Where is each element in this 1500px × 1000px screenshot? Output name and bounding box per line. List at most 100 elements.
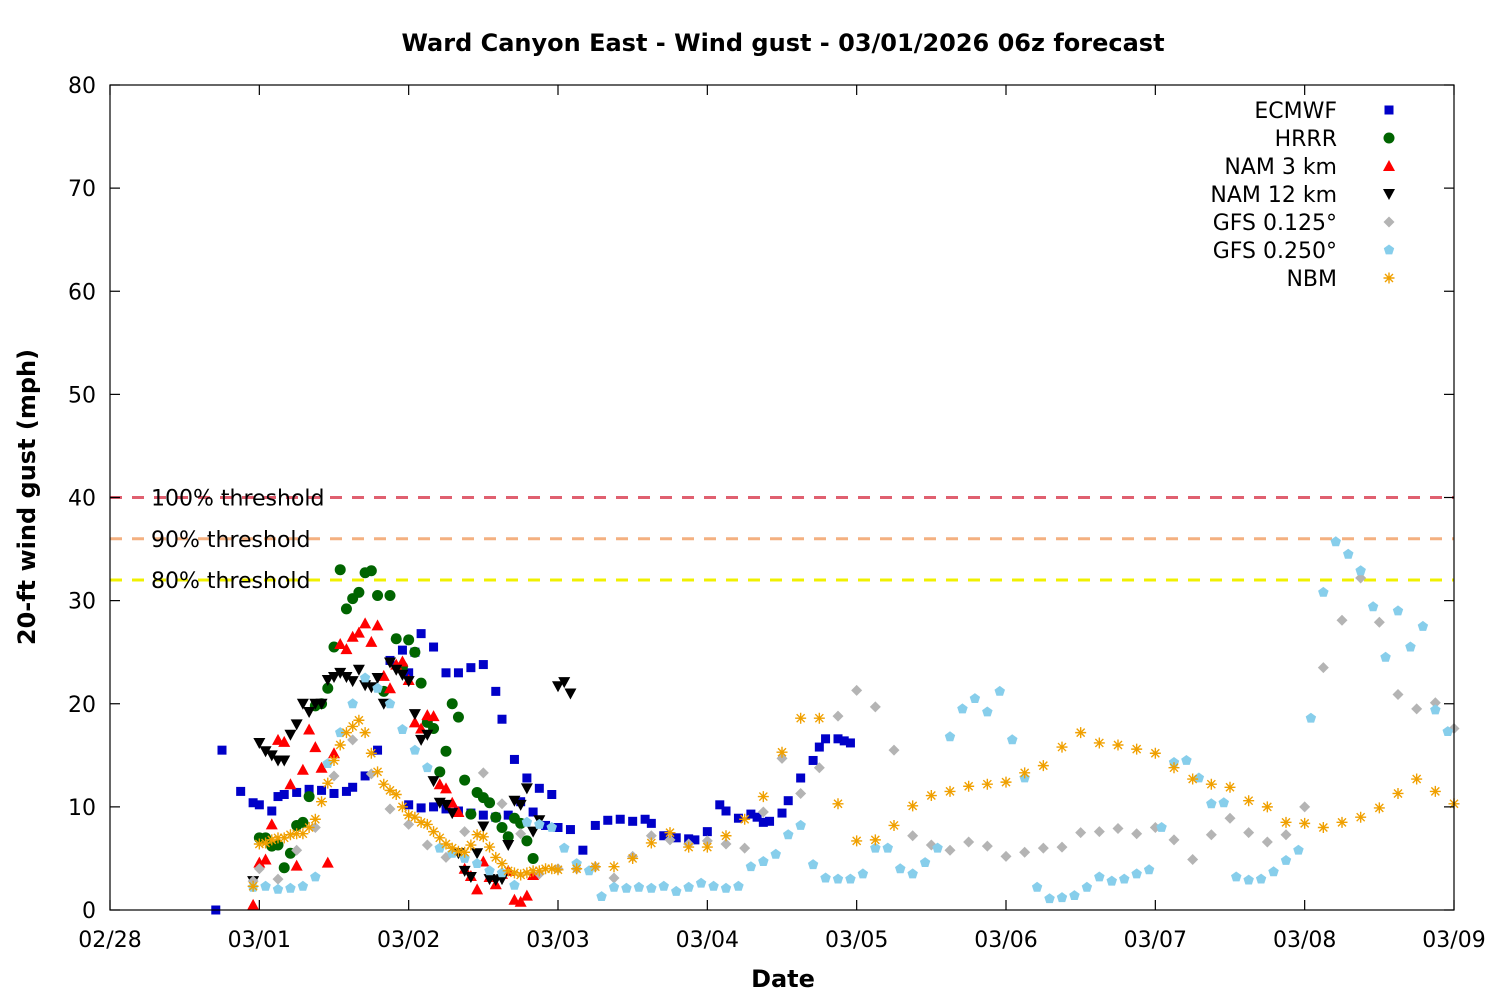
legend-label: NAM 12 km bbox=[1210, 183, 1337, 208]
y-tick-label: 30 bbox=[68, 590, 96, 615]
data-point bbox=[813, 762, 825, 774]
data-point bbox=[1318, 586, 1329, 597]
data-point bbox=[558, 677, 571, 689]
data-point bbox=[1218, 797, 1229, 808]
data-point bbox=[490, 811, 502, 823]
data-point bbox=[427, 776, 440, 788]
data-point bbox=[1336, 614, 1348, 626]
data-point bbox=[534, 783, 544, 793]
y-tick-label: 0 bbox=[82, 899, 96, 924]
data-point bbox=[1355, 565, 1366, 576]
data-point bbox=[497, 714, 507, 724]
data-point bbox=[334, 667, 347, 679]
data-point bbox=[1156, 822, 1167, 832]
legend-label: ECMWF bbox=[1254, 99, 1337, 124]
data-point bbox=[527, 826, 540, 838]
y-tick-label: 70 bbox=[68, 177, 96, 202]
data-point bbox=[1430, 704, 1441, 715]
data-point bbox=[372, 766, 384, 778]
data-point bbox=[1330, 536, 1341, 547]
data-point bbox=[870, 842, 881, 853]
data-point bbox=[365, 565, 377, 577]
data-point bbox=[452, 845, 464, 857]
data-points bbox=[211, 536, 1460, 915]
x-tick-label: 03/08 bbox=[1273, 928, 1336, 953]
data-point bbox=[291, 828, 303, 840]
data-point bbox=[441, 668, 451, 678]
data-point bbox=[309, 741, 322, 753]
data-point bbox=[720, 882, 732, 893]
data-point bbox=[522, 773, 532, 783]
data-point bbox=[1261, 836, 1273, 848]
data-point bbox=[502, 840, 515, 852]
data-point bbox=[1299, 817, 1311, 829]
data-point bbox=[559, 842, 570, 853]
data-point bbox=[254, 800, 264, 810]
data-point bbox=[471, 829, 483, 841]
data-point bbox=[739, 813, 751, 825]
data-point bbox=[515, 869, 527, 881]
data-point bbox=[552, 681, 564, 693]
data-point bbox=[583, 865, 595, 876]
data-point bbox=[963, 836, 975, 848]
legend-label: NAM 3 km bbox=[1224, 155, 1337, 180]
data-point bbox=[273, 792, 283, 802]
data-point bbox=[1405, 641, 1416, 652]
data-point bbox=[491, 686, 501, 696]
legend-label: NBM bbox=[1286, 267, 1337, 292]
data-point bbox=[608, 861, 620, 873]
data-point bbox=[514, 895, 527, 907]
data-point bbox=[777, 808, 787, 818]
data-point bbox=[715, 800, 725, 810]
data-point bbox=[1429, 697, 1441, 709]
legend-marker bbox=[1383, 216, 1395, 228]
data-point bbox=[720, 838, 732, 850]
data-point bbox=[296, 698, 309, 710]
data-point bbox=[373, 745, 383, 755]
data-point bbox=[757, 791, 769, 803]
data-point bbox=[1131, 868, 1142, 879]
legend-marker bbox=[1383, 244, 1395, 255]
legend-item: NAM 12 km bbox=[1210, 183, 1395, 208]
data-point bbox=[1280, 855, 1292, 865]
data-point bbox=[1093, 826, 1105, 838]
data-point bbox=[303, 707, 316, 718]
data-point bbox=[322, 777, 334, 789]
data-point bbox=[515, 828, 527, 840]
data-point bbox=[957, 703, 968, 714]
data-point bbox=[783, 796, 793, 806]
legend-marker bbox=[1383, 160, 1395, 171]
data-point bbox=[253, 863, 265, 875]
data-point bbox=[546, 822, 557, 832]
data-point bbox=[944, 731, 956, 742]
data-point bbox=[409, 811, 421, 823]
data-point bbox=[340, 727, 352, 739]
data-point bbox=[1143, 864, 1155, 875]
data-point bbox=[1075, 827, 1087, 839]
data-point bbox=[845, 738, 855, 748]
data-point bbox=[527, 852, 539, 864]
data-point bbox=[1168, 762, 1180, 774]
data-point bbox=[471, 883, 484, 895]
chart-title: Ward Canyon East - Wind gust - 03/01/202… bbox=[401, 29, 1164, 57]
data-point bbox=[1224, 781, 1236, 793]
data-point bbox=[259, 853, 272, 865]
data-point bbox=[963, 780, 975, 792]
data-point bbox=[397, 645, 407, 655]
data-point bbox=[353, 586, 365, 598]
data-point bbox=[1367, 601, 1379, 612]
data-point bbox=[646, 818, 656, 828]
data-point bbox=[1149, 747, 1161, 759]
data-point bbox=[1442, 726, 1453, 736]
x-tick-label: 03/03 bbox=[526, 928, 589, 953]
data-point bbox=[446, 808, 459, 820]
data-point bbox=[615, 814, 625, 824]
data-point bbox=[757, 806, 769, 818]
data-point bbox=[415, 734, 428, 746]
data-point bbox=[402, 676, 415, 688]
data-point bbox=[671, 833, 681, 843]
x-tick-label: 03/07 bbox=[1124, 928, 1187, 953]
data-point bbox=[446, 796, 459, 808]
data-point bbox=[683, 881, 694, 892]
data-point bbox=[1280, 816, 1292, 828]
